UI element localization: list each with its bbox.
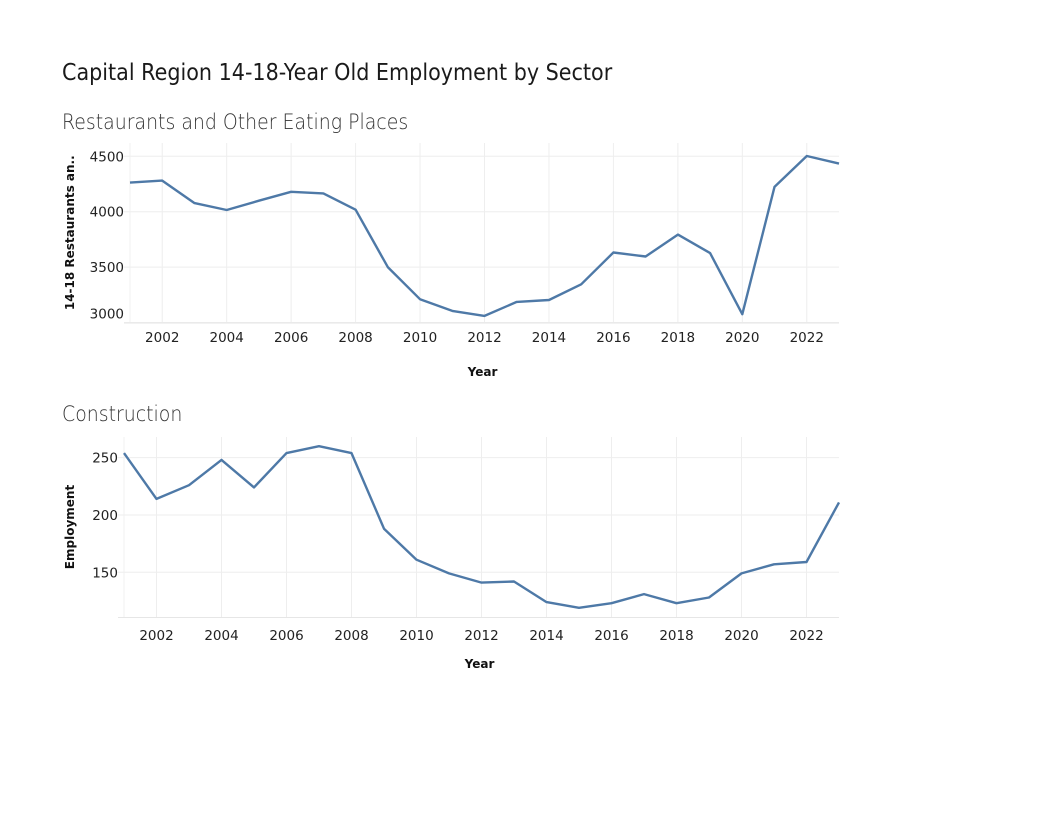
- restaurants-data-point[interactable]: [127, 180, 133, 186]
- restaurants-data-point[interactable]: [449, 308, 455, 314]
- restaurants-data-point[interactable]: [256, 198, 262, 204]
- restaurants-data-point[interactable]: [417, 296, 423, 302]
- construction-x-tick-label: 2022: [789, 628, 823, 644]
- restaurants-chart[interactable]: 2002 2004 2006 2008 2010 2012 2014 2016 2018 2020…: [63, 143, 842, 379]
- restaurants-x-tick-label: 2002: [145, 330, 179, 346]
- restaurants-y-tick-label: 3500: [90, 260, 124, 276]
- restaurants-data-point[interactable]: [578, 281, 584, 287]
- construction-x-tick-label: 2004: [204, 628, 238, 644]
- construction-data-point[interactable]: [706, 595, 712, 601]
- construction-data-point[interactable]: [544, 599, 550, 605]
- construction-data-point[interactable]: [836, 499, 842, 505]
- restaurants-data-point[interactable]: [159, 178, 165, 184]
- dashboard-title: Capital Region 14-18-Year Old Employment…: [62, 60, 613, 86]
- construction-data-point[interactable]: [251, 484, 257, 490]
- construction-x-tick-label: 2002: [139, 628, 173, 644]
- construction-chart[interactable]: 2002 2004 2006 2008 2010 2012 2014 2016 2018 2020…: [63, 437, 842, 671]
- construction-data-point[interactable]: [381, 526, 387, 532]
- restaurants-x-axis-title: Year: [467, 365, 498, 379]
- restaurants-x-tick-label: 2022: [790, 330, 824, 346]
- construction-y-tick-label: 250: [92, 451, 118, 467]
- restaurants-x-tick-label: 2010: [403, 330, 437, 346]
- construction-y-axis-title: Employment: [63, 485, 77, 570]
- construction-y-tick-label: 150: [92, 565, 118, 581]
- construction-data-point[interactable]: [284, 450, 290, 456]
- construction-x-tick-label: 2006: [269, 628, 303, 644]
- restaurants-y-tick-label: 4000: [90, 205, 124, 221]
- restaurants-x-tick-label: 2016: [596, 330, 630, 346]
- restaurants-data-point[interactable]: [739, 311, 745, 317]
- restaurants-data-point[interactable]: [482, 313, 488, 319]
- construction-data-point[interactable]: [511, 578, 517, 584]
- construction-data-point[interactable]: [121, 450, 127, 456]
- restaurants-data-point[interactable]: [288, 189, 294, 195]
- restaurants-data-point[interactable]: [514, 299, 520, 305]
- construction-data-point[interactable]: [414, 557, 420, 563]
- construction-data-point[interactable]: [316, 443, 322, 449]
- construction-x-tick-label: 2010: [399, 628, 433, 644]
- restaurants-data-point[interactable]: [675, 232, 681, 238]
- construction-x-tick-label: 2008: [334, 628, 368, 644]
- construction-x-axis-title: Year: [464, 657, 495, 671]
- restaurants-x-tick-label: 2008: [338, 330, 372, 346]
- construction-x-tick-label: 2018: [659, 628, 693, 644]
- construction-data-point[interactable]: [804, 559, 810, 565]
- restaurants-y-tick-label: 3000: [90, 307, 124, 323]
- restaurants-data-point[interactable]: [804, 153, 810, 159]
- construction-x-tick-label: 2014: [529, 628, 563, 644]
- construction-data-point[interactable]: [349, 450, 355, 456]
- restaurants-data-point[interactable]: [772, 184, 778, 190]
- restaurants-x-tick-label: 2018: [661, 330, 695, 346]
- restaurants-x-tick-label: 2012: [467, 330, 501, 346]
- construction-x-tick-label: 2012: [464, 628, 498, 644]
- construction-data-point[interactable]: [479, 580, 485, 586]
- restaurants-data-point[interactable]: [191, 200, 197, 206]
- restaurants-series-line[interactable]: [129, 154, 840, 318]
- restaurants-y-axis-title: 14-18 Restaurants an..: [63, 155, 77, 310]
- restaurants-data-point[interactable]: [224, 207, 230, 213]
- construction-data-point[interactable]: [771, 561, 777, 567]
- restaurants-data-point[interactable]: [353, 207, 359, 213]
- restaurants-data-point[interactable]: [385, 264, 391, 270]
- construction-y-tick-label: 200: [92, 508, 118, 524]
- restaurants-data-point[interactable]: [836, 161, 842, 167]
- restaurants-data-point[interactable]: [610, 249, 616, 255]
- chart-1-subtitle: Restaurants and Other Eating Places: [62, 110, 409, 134]
- restaurants-data-point[interactable]: [320, 190, 326, 196]
- construction-data-point[interactable]: [641, 591, 647, 597]
- restaurants-data-point[interactable]: [643, 253, 649, 259]
- construction-data-point[interactable]: [609, 600, 615, 606]
- restaurants-data-point[interactable]: [707, 250, 713, 256]
- construction-data-point[interactable]: [219, 457, 225, 463]
- restaurants-x-tick-label: 2006: [274, 330, 308, 346]
- restaurants-x-tick-label: 2004: [210, 330, 244, 346]
- construction-data-point[interactable]: [186, 482, 192, 488]
- restaurants-y-tick-label: 4500: [90, 149, 124, 165]
- construction-data-point[interactable]: [739, 570, 745, 576]
- restaurants-x-tick-label: 2020: [725, 330, 759, 346]
- construction-data-point[interactable]: [446, 570, 452, 576]
- restaurants-x-tick-label: 2014: [532, 330, 566, 346]
- chart-2-subtitle: Construction: [62, 402, 183, 426]
- construction-data-point[interactable]: [154, 496, 160, 502]
- construction-series-line[interactable]: [123, 445, 841, 609]
- construction-data-point[interactable]: [674, 600, 680, 606]
- construction-x-tick-label: 2020: [724, 628, 758, 644]
- construction-data-point[interactable]: [576, 605, 582, 611]
- construction-x-tick-label: 2016: [594, 628, 628, 644]
- restaurants-data-point[interactable]: [546, 297, 552, 303]
